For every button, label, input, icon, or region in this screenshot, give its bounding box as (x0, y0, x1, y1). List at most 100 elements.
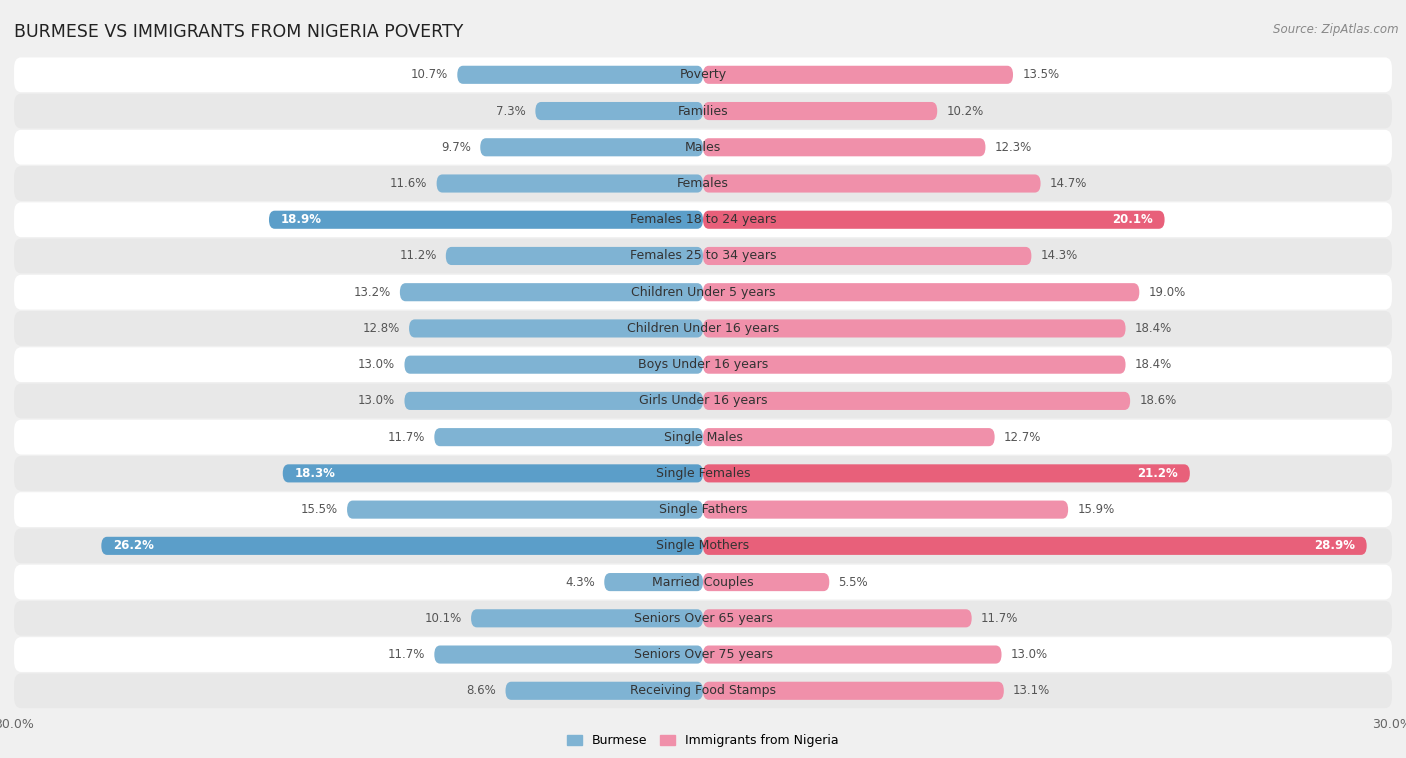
FancyBboxPatch shape (14, 58, 1392, 92)
FancyBboxPatch shape (703, 537, 1367, 555)
FancyBboxPatch shape (703, 66, 1012, 84)
FancyBboxPatch shape (14, 601, 1392, 636)
Text: BURMESE VS IMMIGRANTS FROM NIGERIA POVERTY: BURMESE VS IMMIGRANTS FROM NIGERIA POVER… (14, 23, 464, 41)
FancyBboxPatch shape (14, 347, 1392, 382)
Legend: Burmese, Immigrants from Nigeria: Burmese, Immigrants from Nigeria (562, 729, 844, 753)
FancyBboxPatch shape (283, 465, 703, 482)
Text: 4.3%: 4.3% (565, 575, 595, 588)
FancyBboxPatch shape (703, 609, 972, 628)
Text: Single Mothers: Single Mothers (657, 540, 749, 553)
FancyBboxPatch shape (457, 66, 703, 84)
Text: 13.2%: 13.2% (353, 286, 391, 299)
Text: Single Females: Single Females (655, 467, 751, 480)
Text: 10.1%: 10.1% (425, 612, 461, 625)
FancyBboxPatch shape (399, 283, 703, 301)
FancyBboxPatch shape (14, 94, 1392, 128)
FancyBboxPatch shape (605, 573, 703, 591)
FancyBboxPatch shape (703, 102, 938, 120)
FancyBboxPatch shape (703, 356, 1126, 374)
Text: 8.6%: 8.6% (467, 684, 496, 697)
Text: 13.0%: 13.0% (359, 359, 395, 371)
Text: 10.7%: 10.7% (411, 68, 449, 81)
Text: Families: Families (678, 105, 728, 117)
Text: 26.2%: 26.2% (112, 540, 153, 553)
FancyBboxPatch shape (14, 492, 1392, 527)
Text: Seniors Over 75 years: Seniors Over 75 years (634, 648, 772, 661)
FancyBboxPatch shape (14, 130, 1392, 164)
FancyBboxPatch shape (14, 637, 1392, 672)
FancyBboxPatch shape (269, 211, 703, 229)
FancyBboxPatch shape (14, 239, 1392, 274)
Text: 11.7%: 11.7% (981, 612, 1018, 625)
Text: 11.6%: 11.6% (389, 177, 427, 190)
Text: 21.2%: 21.2% (1137, 467, 1178, 480)
Text: Seniors Over 65 years: Seniors Over 65 years (634, 612, 772, 625)
FancyBboxPatch shape (703, 428, 994, 446)
Text: 13.0%: 13.0% (1011, 648, 1047, 661)
FancyBboxPatch shape (536, 102, 703, 120)
Text: 10.2%: 10.2% (946, 105, 984, 117)
Text: Single Males: Single Males (664, 431, 742, 443)
FancyBboxPatch shape (471, 609, 703, 628)
FancyBboxPatch shape (14, 528, 1392, 563)
Text: 11.7%: 11.7% (388, 431, 425, 443)
Text: Source: ZipAtlas.com: Source: ZipAtlas.com (1274, 23, 1399, 36)
Text: Married Couples: Married Couples (652, 575, 754, 588)
FancyBboxPatch shape (14, 275, 1392, 309)
FancyBboxPatch shape (405, 392, 703, 410)
FancyBboxPatch shape (703, 138, 986, 156)
FancyBboxPatch shape (347, 500, 703, 518)
FancyBboxPatch shape (703, 646, 1001, 663)
Text: Females: Females (678, 177, 728, 190)
FancyBboxPatch shape (446, 247, 703, 265)
FancyBboxPatch shape (703, 500, 1069, 518)
FancyBboxPatch shape (14, 202, 1392, 237)
FancyBboxPatch shape (14, 673, 1392, 708)
FancyBboxPatch shape (14, 384, 1392, 418)
FancyBboxPatch shape (409, 319, 703, 337)
FancyBboxPatch shape (14, 565, 1392, 600)
Text: 18.4%: 18.4% (1135, 359, 1173, 371)
Text: 28.9%: 28.9% (1315, 540, 1355, 553)
FancyBboxPatch shape (703, 283, 1139, 301)
FancyBboxPatch shape (437, 174, 703, 193)
Text: Boys Under 16 years: Boys Under 16 years (638, 359, 768, 371)
Text: 5.5%: 5.5% (838, 575, 868, 588)
Text: 19.0%: 19.0% (1149, 286, 1185, 299)
FancyBboxPatch shape (703, 392, 1130, 410)
FancyBboxPatch shape (434, 646, 703, 663)
FancyBboxPatch shape (703, 573, 830, 591)
Text: 13.5%: 13.5% (1022, 68, 1059, 81)
FancyBboxPatch shape (703, 247, 1032, 265)
FancyBboxPatch shape (506, 681, 703, 700)
Text: 13.0%: 13.0% (359, 394, 395, 407)
Text: Females 25 to 34 years: Females 25 to 34 years (630, 249, 776, 262)
Text: 18.3%: 18.3% (294, 467, 335, 480)
Text: Receiving Food Stamps: Receiving Food Stamps (630, 684, 776, 697)
Text: Males: Males (685, 141, 721, 154)
Text: 12.8%: 12.8% (363, 322, 399, 335)
FancyBboxPatch shape (14, 311, 1392, 346)
Text: Females 18 to 24 years: Females 18 to 24 years (630, 213, 776, 226)
Text: 15.9%: 15.9% (1077, 503, 1115, 516)
Text: Poverty: Poverty (679, 68, 727, 81)
Text: 14.3%: 14.3% (1040, 249, 1078, 262)
FancyBboxPatch shape (481, 138, 703, 156)
FancyBboxPatch shape (703, 319, 1126, 337)
Text: 18.9%: 18.9% (280, 213, 322, 226)
Text: 18.6%: 18.6% (1139, 394, 1177, 407)
FancyBboxPatch shape (14, 420, 1392, 455)
Text: 18.4%: 18.4% (1135, 322, 1173, 335)
Text: 11.7%: 11.7% (388, 648, 425, 661)
Text: 7.3%: 7.3% (496, 105, 526, 117)
Text: 9.7%: 9.7% (441, 141, 471, 154)
Text: Single Fathers: Single Fathers (659, 503, 747, 516)
Text: 11.2%: 11.2% (399, 249, 437, 262)
Text: 20.1%: 20.1% (1112, 213, 1153, 226)
FancyBboxPatch shape (703, 465, 1189, 482)
Text: Children Under 5 years: Children Under 5 years (631, 286, 775, 299)
FancyBboxPatch shape (405, 356, 703, 374)
FancyBboxPatch shape (703, 174, 1040, 193)
FancyBboxPatch shape (101, 537, 703, 555)
Text: Girls Under 16 years: Girls Under 16 years (638, 394, 768, 407)
